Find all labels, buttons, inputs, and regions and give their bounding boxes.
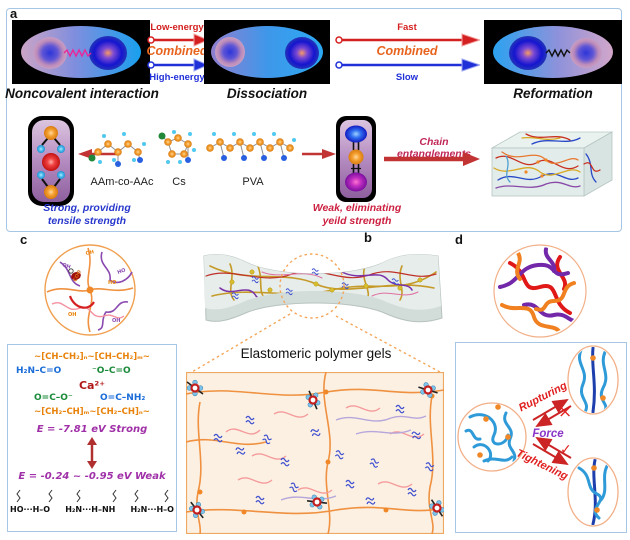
strong-label-line1: Strong, providing: [43, 202, 131, 214]
chain-entanglements-arrow-icon: [384, 152, 480, 166]
panel-a-tag: a: [10, 6, 18, 21]
low-energy-arrow-icon: [147, 33, 208, 47]
micro-label: HO: [117, 267, 127, 276]
energy-weak-label: E = -0.24 ~ -0.95 eV Weak: [18, 471, 166, 482]
cs-molecule-icon: [158, 130, 196, 164]
polymer-chain-bottom: ~[CH₂–CH]ₘ~[CH₂–CH]ₙ~: [34, 407, 150, 417]
magnified-network-graphic: [186, 372, 444, 534]
right-arrow-icon: [302, 149, 336, 159]
hydrogen-bond-row: HO···H–O H₂N···H–NH H₂N···H–O: [10, 505, 174, 514]
crosslink-network-circle-graphic: OH HO COO OH HO OH OH: [44, 244, 136, 336]
force-label: Force: [532, 428, 564, 440]
micro-label: HO: [108, 280, 116, 286]
combined-label-2: Combined: [376, 44, 438, 58]
stage-caption-noncovalent: Noncovalent interaction: [5, 86, 159, 101]
zoom-line-left: [191, 313, 291, 373]
hbond-zigzag-decoration: [16, 489, 169, 503]
zoom-line-right: [335, 315, 441, 373]
molecule-label-pva: PVA: [242, 176, 264, 188]
weak-label-line1: Weak, eliminating: [312, 202, 402, 214]
slow-arrow-icon: [335, 58, 480, 72]
molecule-label-aam: AAm-co-AAc: [90, 176, 154, 188]
high-energy-arrow-icon: [147, 58, 208, 72]
fast-label: Fast: [397, 22, 417, 33]
energy-strong-label: E = -7.81 eV Strong: [36, 424, 148, 435]
strong-label-line2: tensile strength: [47, 215, 127, 227]
low-energy-label: Low-energy: [150, 22, 204, 33]
stage-caption-dissociation: Dissociation: [226, 86, 308, 101]
panel-d-tag: d: [455, 232, 463, 247]
fast-arrow-icon: [335, 33, 480, 47]
combined-label-1: Combined: [146, 44, 208, 58]
weak-label-line2: yeild strength: [322, 215, 392, 227]
elastomeric-gel-caption: Elastomeric polymer gels: [240, 346, 392, 361]
molecule-models-graphic: [88, 130, 296, 167]
aam-co-aac-molecule-icon: [88, 132, 146, 167]
calcium-ion-label: Ca²⁺: [78, 379, 106, 392]
micro-label: OH: [85, 249, 95, 257]
reformation-graphic: [484, 20, 622, 84]
noncovalent-interaction-graphic: [12, 20, 150, 84]
micro-label: COO: [72, 269, 83, 283]
high-energy-label: High-energy: [149, 72, 205, 83]
pva-molecule-icon: [206, 132, 296, 161]
amide-group-top: H₂N–C=O: [16, 366, 62, 376]
micro-label: OH: [61, 262, 71, 270]
hbond-nh: H₂N···H–NH: [65, 505, 116, 514]
hbond-oh: HO···H–O: [10, 505, 51, 514]
noncovalent-bond-zigzag: [63, 48, 92, 58]
check-mark: ✓: [560, 442, 572, 458]
stage-caption-reformation: Reformation: [513, 86, 593, 101]
molecule-label-cs: Cs: [172, 176, 186, 188]
weak-bond-capsule-graphic: [336, 116, 376, 202]
micro-label: OH: [112, 318, 120, 324]
hbond-no: H₂N···H–O: [130, 505, 174, 514]
carboxylate-group-top: ⁻O–C=O: [92, 366, 131, 376]
entanglement-circle-graphic: [493, 244, 587, 338]
panel-b-tag: b: [364, 230, 372, 245]
double-arrow-icon: [87, 437, 97, 469]
dogbone-gel-image: [191, 253, 443, 373]
carboxylate-group-bottom: O=C–O⁻: [34, 393, 73, 403]
amide-group-bottom: O=C–NH₂: [100, 393, 146, 403]
zoom-circle-outline: [279, 253, 345, 319]
dissociation-graphic: [204, 20, 330, 84]
polymer-chain-top: ~[CH–CH₂]ₙ~[CH–CH₂]ₘ~: [34, 352, 150, 362]
force-response-graphic: [457, 345, 619, 527]
gel-block-image: [490, 131, 614, 197]
reformed-bond-zigzag: [545, 48, 571, 58]
slow-label: Slow: [395, 72, 419, 83]
strong-bond-capsule-graphic: [28, 116, 74, 206]
panel-c-tag: c: [20, 232, 28, 247]
micro-label: OH: [68, 312, 76, 318]
ca-blob-icon: [71, 272, 81, 280]
cross-mark: ×: [558, 402, 573, 422]
